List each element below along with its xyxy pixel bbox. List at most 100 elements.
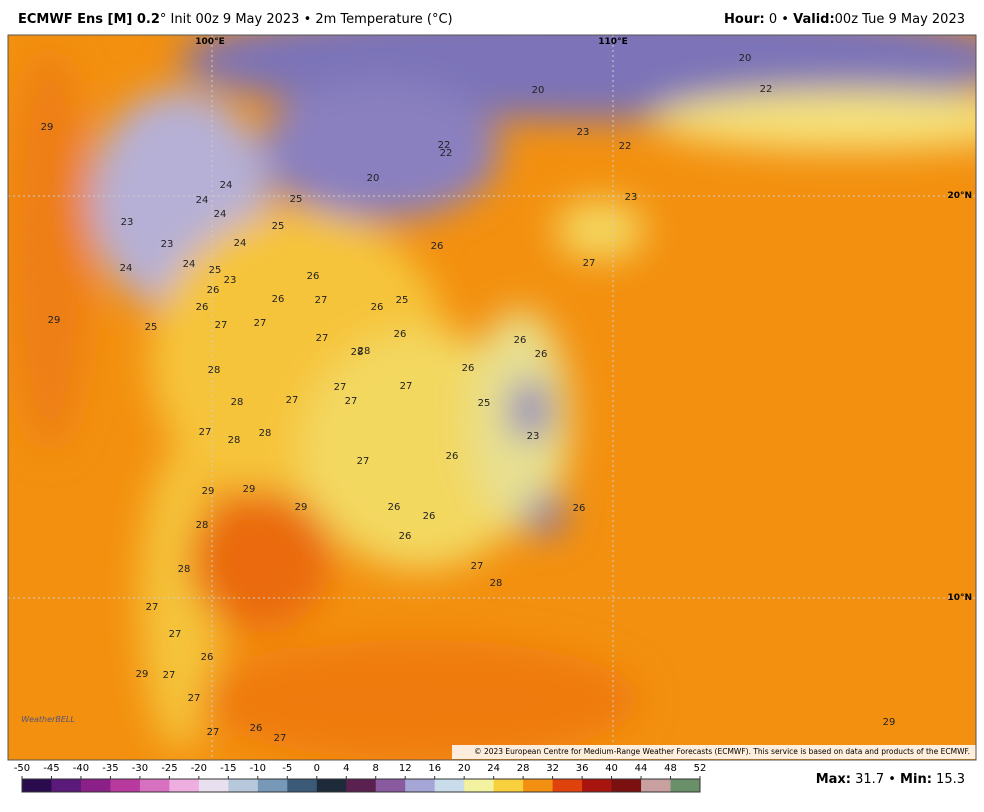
temperature-label: 28	[358, 346, 371, 357]
lat-label: 10°N	[947, 593, 972, 603]
temperature-label: 26	[388, 502, 401, 513]
temperature-label: 28	[351, 347, 364, 358]
temperature-label: 27	[146, 602, 159, 613]
temperature-label: 23	[121, 217, 134, 228]
colorbar-swatch	[464, 779, 495, 792]
colorbar-swatch	[80, 779, 111, 792]
temperature-label: 27	[207, 727, 220, 738]
temperature-label: 27	[163, 670, 176, 681]
colorbar-label: -25	[161, 763, 177, 774]
temperature-label: 22	[760, 84, 773, 95]
lon-label: 100°E	[195, 37, 224, 47]
colorbar-swatch	[139, 779, 170, 792]
temperature-label: 25	[478, 398, 491, 409]
colorbar-label: 32	[546, 763, 559, 774]
temperature-label: 26	[201, 652, 214, 663]
temperature-label: 27	[345, 396, 358, 407]
lat-label: 20°N	[947, 191, 972, 201]
colorbar-swatch	[641, 779, 672, 792]
temperature-label: 20	[739, 53, 752, 64]
temperature-label: 25	[209, 265, 222, 276]
colorbar-label: 12	[399, 763, 412, 774]
temperature-label: 26	[514, 335, 527, 346]
temperature-label: 24	[234, 238, 247, 249]
temperature-label: 29	[136, 669, 149, 680]
colorbar-swatch	[346, 779, 377, 792]
colorbar-swatch	[169, 779, 200, 792]
temperature-label: 28	[231, 397, 244, 408]
title: ECMWF Ens [M] 0.2° Init 00z 9 May 2023 •…	[18, 12, 453, 27]
colorbar-label: 52	[694, 763, 707, 774]
temperature-label: 27	[188, 693, 201, 704]
colorbar-label: 4	[343, 763, 349, 774]
colorbar-label: 20	[458, 763, 471, 774]
temperature-label: 26	[446, 451, 459, 462]
colorbar-swatch	[523, 779, 554, 792]
temperature-label: 27	[400, 381, 413, 392]
temperature-label: 29	[883, 717, 896, 728]
temperature-label: 26	[399, 531, 412, 542]
temperature-label: 28	[490, 578, 503, 589]
temperature-label: 22	[619, 141, 632, 152]
colorbar-label: 44	[635, 763, 648, 774]
colorbar-swatch	[51, 779, 82, 792]
temperature-label: 26	[272, 294, 285, 305]
temperature-label: 26	[573, 503, 586, 514]
temperature-label: 29	[41, 122, 54, 133]
colorbar-label: -40	[73, 763, 89, 774]
temperature-label: 28	[208, 365, 221, 376]
temperature-label: 22	[438, 140, 451, 151]
temperature-label: 27	[286, 395, 299, 406]
temperature-label: 27	[583, 258, 596, 269]
temperature-label: 26	[394, 329, 407, 340]
temperature-label: 26	[207, 285, 220, 296]
temperature-label: 26	[462, 363, 475, 374]
colorbar-swatch	[552, 779, 583, 792]
colorbar-swatch	[287, 779, 318, 792]
temperature-label: 24	[120, 263, 133, 274]
temperature-label: 20	[367, 173, 380, 184]
colorbar-label: 8	[373, 763, 379, 774]
colorbar-swatch	[493, 779, 524, 792]
temperature-label: 23	[224, 275, 237, 286]
temperature-label: 29	[48, 315, 61, 326]
temperature-label: 27	[334, 382, 347, 393]
temperature-label: 22	[440, 148, 453, 159]
temperature-label: 24	[196, 195, 209, 206]
colorbar-label: 40	[605, 763, 618, 774]
max-min: Max: 31.7 • Min: 15.3	[816, 772, 965, 787]
colorbar-label: -10	[250, 763, 266, 774]
temperature-label: 26	[423, 511, 436, 522]
temperature-label: 25	[272, 221, 285, 232]
temperature-label: 29	[243, 484, 256, 495]
temperature-label: 27	[169, 629, 182, 640]
colorbar-swatch	[434, 779, 465, 792]
colorbar-swatch	[110, 779, 141, 792]
temperature-label: 26	[250, 723, 263, 734]
temperature-label: 23	[625, 192, 638, 203]
logo: WeatherBELL	[21, 715, 75, 724]
temperature-label: 28	[178, 564, 191, 575]
temperature-label: 29	[202, 486, 215, 497]
temperature-label: 24	[214, 209, 227, 220]
temperature-label: 28	[228, 435, 241, 446]
temperature-label: 24	[220, 180, 233, 191]
temperature-label: 25	[145, 322, 158, 333]
map-frame	[7, 34, 977, 761]
temperature-label: 27	[315, 295, 328, 306]
copyright: © 2023 European Centre for Medium-Range …	[474, 747, 970, 756]
lon-label: 110°E	[598, 37, 627, 47]
colorbar-label: -35	[102, 763, 118, 774]
valid-info: Hour: 0 • Valid:00z Tue 9 May 2023	[724, 12, 965, 27]
temperature-label: 23	[577, 127, 590, 138]
temperature-label: 23	[527, 431, 540, 442]
colorbar-label: -50	[14, 763, 30, 774]
temperature-label: 27	[316, 333, 329, 344]
temperature-label: 29	[295, 502, 308, 513]
colorbar-label: 36	[576, 763, 589, 774]
temperature-label: 25	[396, 295, 409, 306]
colorbar-frame	[21, 778, 701, 793]
colorbar-swatch	[316, 779, 347, 792]
